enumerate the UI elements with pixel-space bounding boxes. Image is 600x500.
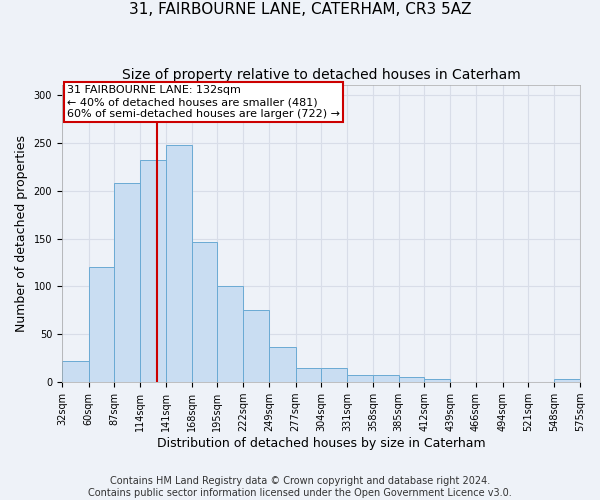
- Bar: [296, 368, 322, 382]
- X-axis label: Distribution of detached houses by size in Caterham: Distribution of detached houses by size …: [157, 437, 485, 450]
- Bar: [243, 310, 269, 382]
- Bar: [89, 268, 115, 382]
- Bar: [140, 160, 166, 382]
- Text: 31, FAIRBOURNE LANE, CATERHAM, CR3 5AZ: 31, FAIRBOURNE LANE, CATERHAM, CR3 5AZ: [129, 2, 471, 18]
- Bar: [166, 145, 191, 382]
- Bar: [115, 183, 140, 382]
- Bar: [347, 374, 373, 382]
- Bar: [269, 347, 296, 382]
- Bar: [322, 368, 347, 382]
- Bar: [373, 374, 399, 382]
- Bar: [399, 378, 424, 382]
- Bar: [554, 380, 580, 382]
- Y-axis label: Number of detached properties: Number of detached properties: [15, 136, 28, 332]
- Title: Size of property relative to detached houses in Caterham: Size of property relative to detached ho…: [122, 68, 520, 82]
- Text: 31 FAIRBOURNE LANE: 132sqm
← 40% of detached houses are smaller (481)
60% of sem: 31 FAIRBOURNE LANE: 132sqm ← 40% of deta…: [67, 86, 340, 118]
- Bar: [62, 361, 89, 382]
- Bar: [424, 380, 450, 382]
- Bar: [191, 242, 217, 382]
- Bar: [217, 286, 243, 382]
- Text: Contains HM Land Registry data © Crown copyright and database right 2024.
Contai: Contains HM Land Registry data © Crown c…: [88, 476, 512, 498]
